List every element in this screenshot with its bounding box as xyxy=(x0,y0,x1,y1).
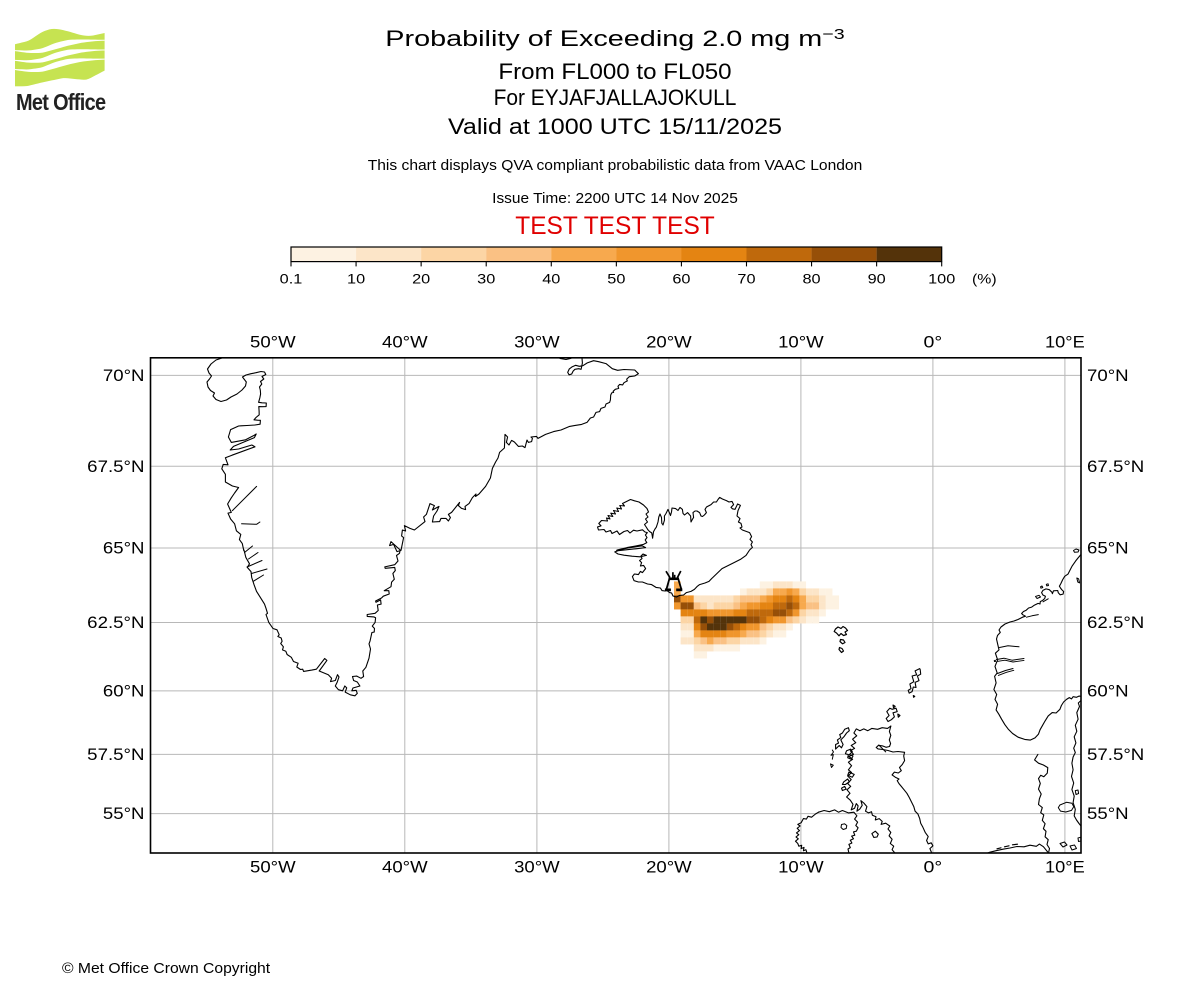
svg-text:70°N: 70°N xyxy=(1087,367,1129,385)
svg-text:90: 90 xyxy=(868,272,886,288)
svg-text:50°W: 50°W xyxy=(250,334,296,352)
svg-text:100: 100 xyxy=(928,272,955,288)
svg-text:10: 10 xyxy=(347,272,365,288)
svg-text:67.5°N: 67.5°N xyxy=(1087,458,1144,476)
svg-text:10°W: 10°W xyxy=(778,859,824,877)
svg-text:40°W: 40°W xyxy=(382,859,428,877)
svg-text:62.5°N: 62.5°N xyxy=(1087,614,1144,632)
svg-text:50°W: 50°W xyxy=(250,859,296,877)
svg-text:20: 20 xyxy=(412,272,430,288)
svg-text:30°W: 30°W xyxy=(514,859,560,877)
svg-text:10°E: 10°E xyxy=(1045,334,1085,352)
svg-text:10°E: 10°E xyxy=(1045,859,1085,877)
svg-text:40: 40 xyxy=(542,272,560,288)
svg-text:0°: 0° xyxy=(924,334,943,352)
svg-text:(%): (%) xyxy=(972,272,997,288)
svg-text:65°N: 65°N xyxy=(1087,540,1129,558)
svg-text:55°N: 55°N xyxy=(1087,805,1129,823)
svg-text:57.5°N: 57.5°N xyxy=(87,746,144,764)
svg-text:40°W: 40°W xyxy=(382,334,428,352)
svg-text:30: 30 xyxy=(477,272,495,288)
svg-text:62.5°N: 62.5°N xyxy=(87,614,144,632)
svg-text:30°W: 30°W xyxy=(514,334,560,352)
svg-text:65°N: 65°N xyxy=(103,540,145,558)
svg-text:67.5°N: 67.5°N xyxy=(87,458,144,476)
svg-text:20°W: 20°W xyxy=(646,859,692,877)
svg-text:60°N: 60°N xyxy=(103,682,145,700)
svg-text:50: 50 xyxy=(607,272,625,288)
svg-text:0°: 0° xyxy=(924,859,943,877)
svg-text:55°N: 55°N xyxy=(103,805,145,823)
svg-text:10°W: 10°W xyxy=(778,334,824,352)
svg-text:80: 80 xyxy=(803,272,821,288)
svg-text:0.1: 0.1 xyxy=(280,272,303,288)
svg-text:57.5°N: 57.5°N xyxy=(1087,746,1144,764)
svg-text:60: 60 xyxy=(672,272,690,288)
svg-text:70: 70 xyxy=(737,272,755,288)
svg-text:70°N: 70°N xyxy=(103,367,145,385)
svg-text:60°N: 60°N xyxy=(1087,682,1129,700)
svg-text:20°W: 20°W xyxy=(646,334,692,352)
